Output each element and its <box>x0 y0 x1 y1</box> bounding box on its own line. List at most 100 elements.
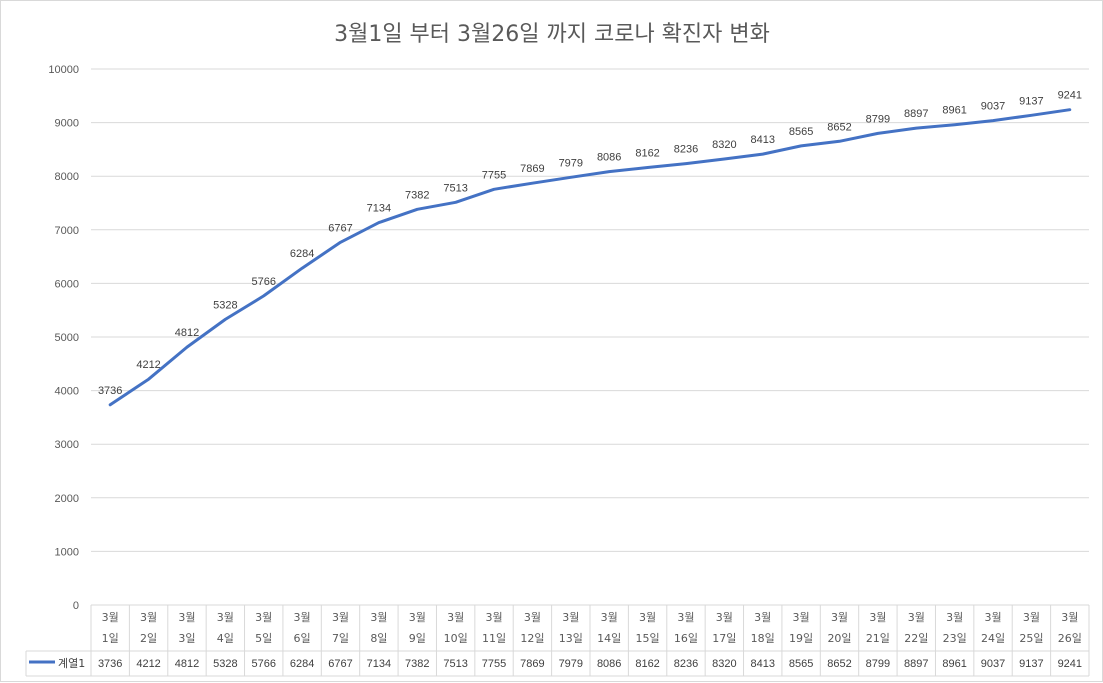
category-label-month-25: 3월 <box>1023 611 1040 624</box>
data-label-6: 6284 <box>290 248 314 260</box>
category-label-month-3: 3월 <box>178 611 195 624</box>
category-label-day-1: 1일 <box>102 631 119 645</box>
category-label-month-6: 3월 <box>294 611 311 624</box>
table-value-10: 7513 <box>443 658 467 670</box>
category-label-day-26: 26일 <box>1058 631 1082 645</box>
y-tick-label-4000: 4000 <box>55 386 79 398</box>
category-label-day-6: 6일 <box>294 631 311 645</box>
category-label-month-19: 3월 <box>793 611 810 624</box>
y-tick-label-6000: 6000 <box>55 278 79 290</box>
category-label-month-26: 3월 <box>1061 611 1078 624</box>
table-value-12: 7869 <box>520 658 544 670</box>
data-label-10: 7513 <box>443 182 467 194</box>
category-label-day-3: 3일 <box>178 631 195 645</box>
data-label-1: 3736 <box>98 385 122 397</box>
category-label-month-21: 3월 <box>869 611 886 624</box>
data-label-17: 8320 <box>712 139 736 151</box>
category-label-month-7: 3월 <box>332 611 349 624</box>
table-value-21: 8799 <box>866 658 890 670</box>
category-label-month-13: 3월 <box>562 611 579 624</box>
category-label-month-11: 3월 <box>485 611 502 624</box>
series-line-계열1 <box>108 108 1072 407</box>
category-label-month-20: 3월 <box>831 611 848 624</box>
data-label-4: 5328 <box>213 299 237 311</box>
category-label-day-20: 20일 <box>827 631 851 645</box>
table-value-22: 8897 <box>904 658 928 670</box>
category-label-month-16: 3월 <box>677 611 694 624</box>
data-label-3: 4812 <box>175 327 199 339</box>
table-value-17: 8320 <box>712 658 736 670</box>
data-table: 3월 1일 3736 3월 2일 4212 3월 3일 4812 3월 4일 5328 3월 5일 5766… <box>25 604 1090 677</box>
category-label-day-17: 17일 <box>712 631 736 645</box>
category-label-day-7: 7일 <box>332 631 349 645</box>
table-value-16: 8236 <box>674 658 698 670</box>
category-label-month-9: 3월 <box>409 611 426 624</box>
category-label-day-11: 11일 <box>482 631 506 645</box>
table-value-14: 8086 <box>597 658 621 670</box>
data-label-19: 8565 <box>789 126 813 138</box>
table-value-5: 5766 <box>251 658 275 670</box>
table-value-19: 8565 <box>789 658 813 670</box>
table-value-23: 8961 <box>942 658 966 670</box>
data-label-20: 8652 <box>827 121 851 133</box>
series-line-group <box>108 108 1072 407</box>
category-label-day-9: 9일 <box>409 631 426 645</box>
category-label-day-8: 8일 <box>370 631 387 645</box>
table-value-1: 3736 <box>98 658 122 670</box>
data-label-25: 9137 <box>1019 95 1043 107</box>
table-value-11: 7755 <box>482 658 506 670</box>
category-label-month-22: 3월 <box>908 611 925 624</box>
table-value-8: 7134 <box>367 658 391 670</box>
data-label-7: 6767 <box>328 222 352 234</box>
table-value-15: 8162 <box>635 658 659 670</box>
table-value-26: 9241 <box>1058 658 1082 670</box>
category-label-day-19: 19일 <box>789 631 813 645</box>
table-value-25: 9137 <box>1019 658 1043 670</box>
category-label-month-18: 3월 <box>754 611 771 624</box>
category-label-month-8: 3월 <box>370 611 387 624</box>
category-label-month-12: 3월 <box>524 611 541 624</box>
table-value-4: 5328 <box>213 658 237 670</box>
table-value-24: 9037 <box>981 658 1005 670</box>
y-axis-tick-labels: 0 1000 2000 3000 4000 5000 6000 7000 8000 9000 100… <box>48 64 79 612</box>
category-label-day-13: 13일 <box>559 631 583 645</box>
y-tick-label-8000: 8000 <box>55 171 79 183</box>
data-label-24: 9037 <box>981 101 1005 113</box>
category-label-day-24: 24일 <box>981 631 1005 645</box>
category-label-day-4: 4일 <box>217 631 234 645</box>
data-label-26: 9241 <box>1058 90 1082 102</box>
data-label-8: 7134 <box>367 203 391 215</box>
data-label-13: 7979 <box>559 157 583 169</box>
category-label-month-4: 3월 <box>217 611 234 624</box>
category-label-month-24: 3월 <box>984 611 1001 624</box>
category-label-day-23: 23일 <box>943 631 967 645</box>
data-label-23: 8961 <box>942 105 966 117</box>
data-label-2: 4212 <box>136 359 160 371</box>
category-label-day-5: 5일 <box>255 631 272 645</box>
category-label-day-22: 22일 <box>904 631 928 645</box>
chart-title: 3월1일 부터 3월26일 까지 코로나 확진자 변화 <box>334 22 770 47</box>
category-label-month-17: 3월 <box>716 611 733 624</box>
category-label-day-10: 10일 <box>444 631 468 645</box>
data-label-15: 8162 <box>635 148 659 160</box>
category-label-month-14: 3월 <box>601 611 618 624</box>
table-value-2: 4212 <box>136 658 160 670</box>
table-value-13: 7979 <box>559 658 583 670</box>
data-label-5: 5766 <box>251 276 275 288</box>
table-value-7: 6767 <box>328 658 352 670</box>
y-tick-label-9000: 9000 <box>55 118 79 130</box>
data-label-22: 8897 <box>904 108 928 120</box>
category-label-day-18: 18일 <box>751 631 775 645</box>
y-tick-label-1000: 1000 <box>55 546 79 558</box>
y-tick-label-3000: 3000 <box>55 439 79 451</box>
data-label-14: 8086 <box>597 152 621 164</box>
data-label-16: 8236 <box>674 144 698 156</box>
category-label-month-15: 3월 <box>639 611 656 624</box>
gridlines <box>91 68 1089 552</box>
table-value-18: 8413 <box>750 658 774 670</box>
category-label-day-14: 14일 <box>597 631 621 645</box>
data-label-12: 7869 <box>520 163 544 175</box>
table-value-6: 6284 <box>290 658 314 670</box>
